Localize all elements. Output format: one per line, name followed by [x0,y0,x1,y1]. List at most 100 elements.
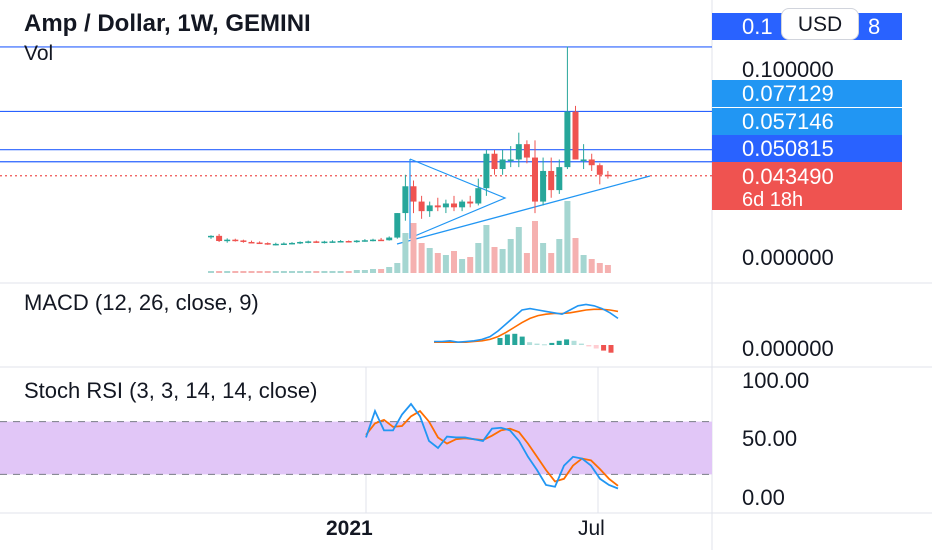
time-label-2021: 2021 [326,517,373,540]
candle-body [532,157,538,202]
volume-bar [459,259,466,273]
stoch-rsi-label: Stoch RSI (3, 3, 14, 14, close) [24,378,318,403]
stoch-tick-100: 100.00 [742,368,809,393]
macd-histogram-bar [571,340,577,345]
candle-body [386,237,393,241]
volume-bar [596,263,603,273]
price-tag-bg [712,135,902,162]
candle-body [248,241,255,244]
volume-bar [467,257,474,273]
volume-bar [588,259,595,273]
candle-body [467,201,474,204]
trendline-drawing [396,175,651,245]
triangle-drawing [409,158,507,239]
volume-bar [491,247,498,273]
volume-bar [232,271,239,273]
currency-button[interactable]: USD [781,8,859,40]
macd-histogram-bar [497,338,503,345]
candle-body [208,235,214,238]
volume-bar [313,271,320,273]
volume-bar [361,270,368,273]
candle-body [596,165,603,175]
volume-bar [345,271,352,273]
candle-body [507,159,514,161]
candle-body [289,242,295,245]
candle-body [459,201,466,208]
candle-body [297,241,304,244]
candle-body [540,170,547,202]
volume-bar [256,271,263,273]
candle-body [329,241,336,243]
volume-bar [297,271,304,273]
macd-line [434,303,619,344]
macd-histogram-bar [564,339,570,345]
candle-body [434,205,441,208]
candle-body [216,235,223,242]
price-tag: 0.077129 [742,81,834,106]
candle-body [483,153,490,189]
volume-bar [240,271,247,273]
volume-bar [208,271,214,273]
macd-histogram-bar [608,345,614,353]
candle-body [232,239,239,242]
candle-body [442,203,449,208]
candle-body [402,186,409,214]
volume-bar [564,201,571,273]
macd-histogram-bar [519,336,525,345]
stoch-band [0,421,712,475]
candle-body [410,186,417,202]
price-tag-top: 0.1 [742,14,773,39]
candle-body [345,241,352,243]
candle-body [264,243,271,245]
volume-bar [426,248,433,273]
candle-body [224,239,231,242]
volume-bar [451,251,457,273]
volume-bar [329,271,336,273]
volume-bar [289,271,295,273]
volume-bar [483,225,490,273]
volume-label: Vol [24,42,54,65]
volume-bar [224,271,231,273]
volume-bar [386,267,393,273]
candle-body [361,240,368,242]
macd-histogram-bar [593,345,599,349]
candle-body [451,203,457,208]
volume-bar [442,255,449,273]
macd-tick-zero: 0.000000 [742,336,834,361]
candle-body [370,239,376,242]
candle-body [256,242,263,245]
volume-bar [515,227,522,273]
candle-body [394,213,401,238]
macd-histogram-bar [578,343,584,345]
volume-bar [337,271,344,273]
candle-body [556,167,563,191]
volume-bar [280,271,287,273]
macd-histogram-bar [527,342,533,345]
volume-bar [580,255,587,273]
candle-body [272,243,279,246]
volume-bar [540,243,547,273]
candle-body [572,111,579,160]
price-tick-zero: 0.000000 [742,245,834,270]
stoch-d-line [365,409,619,487]
candle-body [426,205,433,212]
candle-body [491,153,498,170]
volume-bar [216,271,223,273]
volume-bar [572,238,579,273]
macd-histogram-bar [549,342,555,345]
volume-bar [499,249,506,273]
volume-bar [548,253,555,273]
stoch-k-line [365,402,619,490]
volume-bar [604,265,611,273]
candle-body [337,241,344,243]
candle-body [588,159,595,166]
macd-histogram-bar [504,334,510,345]
macd-label: MACD (12, 26, close, 9) [24,290,259,315]
candle-body [515,144,522,160]
macd-histogram-bar [586,345,592,347]
volume-bar [248,271,255,273]
candle-body [523,144,530,158]
candle-body [564,111,571,168]
volume-bar [394,263,401,273]
candle-body [475,188,482,204]
